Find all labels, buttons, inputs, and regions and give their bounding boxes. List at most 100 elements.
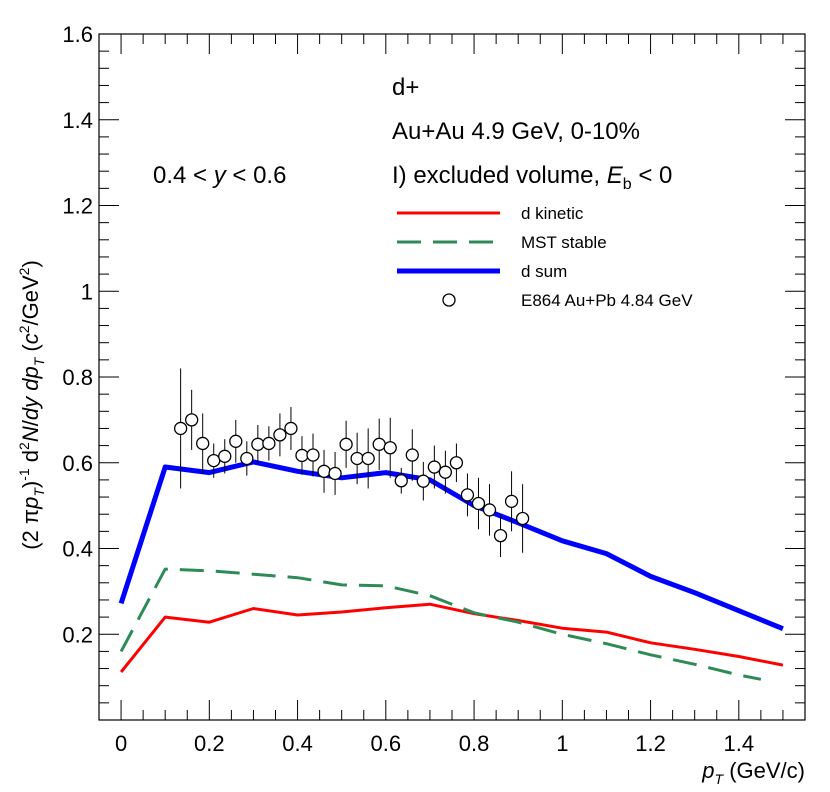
y-axis-title-part: c	[18, 333, 43, 344]
x-tick-label: 0.6	[371, 731, 402, 756]
x-tick-labels: 0 0.2 0.4 0.6 0.8 1 1.2 1.4	[115, 731, 754, 756]
x-tick-label: 1.4	[724, 731, 755, 756]
marker	[482, 503, 497, 517]
marker	[339, 437, 353, 451]
marker	[284, 421, 298, 436]
annotation-line3-suffix: < 0	[632, 162, 673, 189]
data-point	[196, 413, 210, 474]
data-point	[262, 426, 276, 461]
data-point	[306, 433, 320, 477]
y-tick-label: 0.8	[62, 365, 93, 390]
legend-marker-e864	[442, 293, 456, 307]
marker	[262, 436, 276, 451]
data-point	[427, 445, 442, 489]
data-point	[328, 452, 342, 495]
y-axis-title-part: 2	[16, 325, 32, 333]
y-tick-label: 1.2	[62, 194, 93, 219]
series-d-kinetic	[119, 602, 784, 673]
data-point	[449, 443, 464, 483]
annotation-line3-prefix: I) excluded volume,	[392, 162, 607, 189]
marker	[416, 474, 430, 488]
legend-label-d-kinetic: d kinetic	[521, 204, 584, 223]
y-axis-title-part: d	[18, 450, 43, 468]
annotation-line3-b: b	[623, 176, 632, 193]
marker	[438, 465, 453, 479]
marker	[427, 460, 442, 474]
data-point	[405, 429, 419, 481]
marker	[515, 511, 530, 526]
x-axis-sub: T	[715, 771, 725, 787]
y-axis-title-part: -1	[16, 468, 32, 481]
x-tick-label: 0.8	[459, 731, 490, 756]
data-point	[251, 425, 265, 464]
marker	[504, 494, 519, 508]
rapidity-post: < 0.6	[226, 162, 287, 189]
marker	[383, 441, 397, 455]
rapidity-var: y	[212, 162, 228, 189]
y-tick-label: 1.4	[62, 108, 93, 133]
data-point	[493, 514, 508, 558]
marker	[273, 428, 287, 442]
marker	[328, 466, 342, 481]
marker	[471, 496, 486, 511]
legend-label-e864: E864 Au+Pb 4.84 GeV	[521, 291, 693, 310]
curves	[118, 459, 784, 681]
marker	[493, 528, 508, 543]
annotation-line3: I) excluded volume, Eb < 0	[392, 162, 672, 193]
data-point	[515, 484, 530, 553]
y-axis-title-part: )	[18, 260, 43, 267]
y-axis-title-part: )	[18, 481, 43, 488]
y-axis-title: (2 πpT)-1 d2N/dy dpT (c2/GeV2)	[16, 260, 47, 550]
x-axis-unit: (GeV/c)	[723, 758, 805, 783]
data-point	[482, 484, 497, 536]
y-axis-title-part: T	[31, 487, 47, 497]
data-markers	[173, 368, 530, 558]
annotation-line2: Au+Au 4.9 GeV, 0-10%	[392, 118, 640, 145]
marker	[317, 464, 331, 478]
y-tick-label: 1.6	[62, 22, 93, 47]
data-point	[372, 418, 386, 471]
marker	[394, 474, 408, 488]
rapidity-pre: 0.4 <	[153, 162, 214, 189]
marker	[460, 488, 475, 502]
marker	[251, 437, 265, 451]
x-axis-var: p	[701, 758, 714, 783]
x-tick-label: 0.2	[194, 731, 225, 756]
y-tick-label: 0.2	[62, 622, 93, 647]
data-point	[394, 467, 408, 494]
y-tick-label: 1	[81, 279, 93, 304]
data-point	[284, 407, 298, 450]
marker	[196, 436, 210, 451]
annotation-rapidity: 0.4 < y < 0.6	[153, 162, 286, 189]
x-tick-label: 0	[115, 731, 127, 756]
marker	[173, 421, 188, 436]
x-axis-title: pT (GeV/c)	[701, 758, 805, 787]
data-point	[185, 389, 199, 450]
y-axis-title-part: (	[18, 344, 43, 358]
data-point	[273, 413, 287, 457]
y-axis-title-part: 2	[16, 267, 32, 275]
y-axis-title-part: /	[18, 419, 43, 426]
marker	[306, 448, 320, 462]
y-axis-title-part: dp	[18, 366, 43, 390]
data-point	[361, 428, 375, 489]
series-d-sum	[118, 459, 784, 632]
data-point	[416, 461, 430, 501]
data-point	[317, 449, 331, 493]
marker	[361, 451, 375, 466]
marker	[207, 453, 221, 468]
data-point	[240, 441, 254, 476]
data-point	[383, 417, 397, 478]
y-axis-title-part: (2	[18, 524, 43, 550]
marker	[218, 449, 232, 463]
y-tick-labels: 0.2 0.4 0.6 0.8 1 1.2 1.4 1.6	[62, 22, 93, 647]
marker	[229, 434, 243, 448]
y-axis-title-part: π	[18, 509, 43, 524]
data-point	[173, 368, 188, 489]
marker	[405, 448, 419, 462]
legend: d kinetic MST stable d sum E864 Au+Pb 4.…	[397, 204, 693, 310]
marker	[372, 437, 386, 451]
x-tick-label: 1.2	[635, 731, 666, 756]
data-point	[218, 439, 232, 474]
